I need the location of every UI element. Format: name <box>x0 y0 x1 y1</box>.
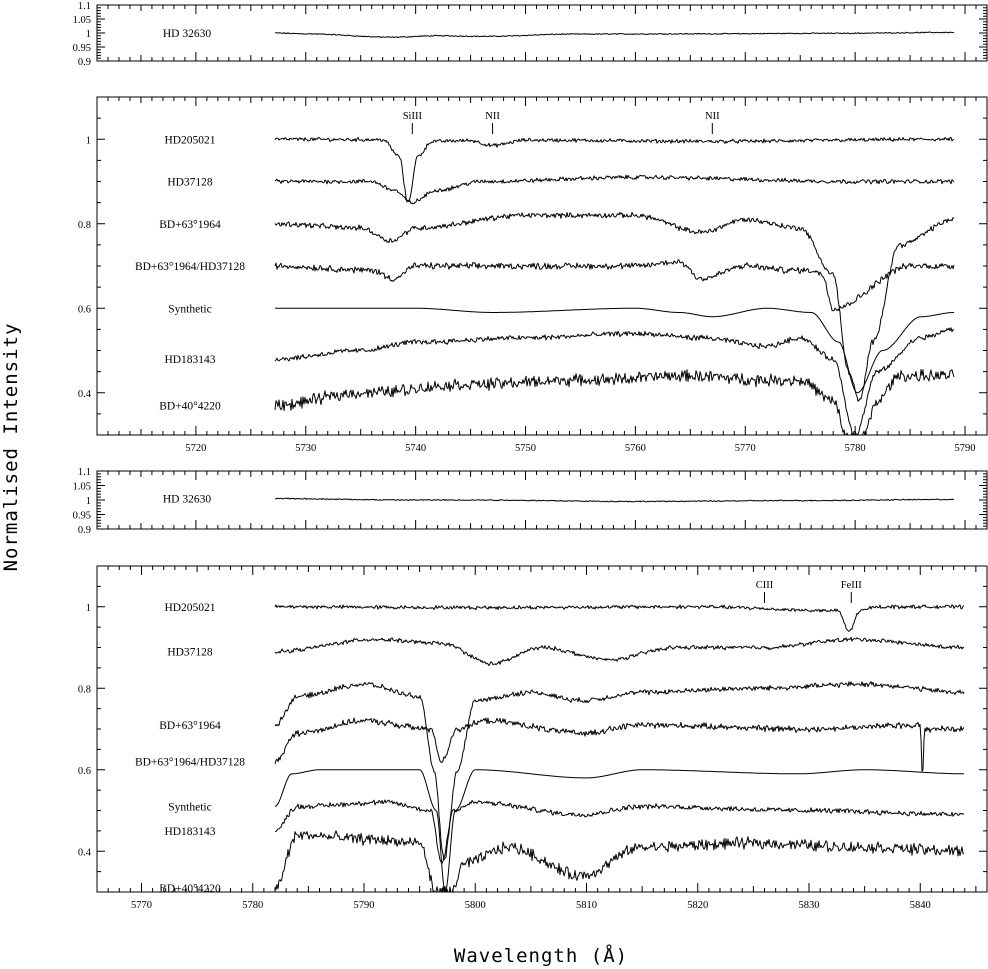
y-tick-label: 0.8 <box>78 684 91 695</box>
x-tick-label: 5790 <box>354 900 375 911</box>
x-tick-label: 5720 <box>185 443 206 454</box>
x-tick-label: 5770 <box>131 900 152 911</box>
spectrum-line <box>274 799 965 864</box>
spectra <box>274 604 965 892</box>
spectrum-line <box>274 259 955 312</box>
series-label: HD205021 <box>164 602 215 614</box>
y-tick-label: 0.6 <box>78 766 91 777</box>
y-tick-label: 1.1 <box>78 467 91 478</box>
series-label: BD+63°1964 <box>159 720 221 732</box>
y-tick-label: 1.1 <box>78 1 91 12</box>
spectrum-line <box>274 327 955 435</box>
y-tick-label: 0.9 <box>78 525 91 536</box>
series-label: BD+40°4220 <box>159 883 221 895</box>
series-label: Synthetic <box>168 303 211 315</box>
x-tick-label: 5770 <box>735 443 756 454</box>
panel-top-reference: 0.9 0.95 1 1.05 1.1 HD 32630 <box>73 1 988 68</box>
spectrum-line <box>274 174 955 205</box>
x-tick-label: 5780 <box>242 900 263 911</box>
spectra <box>274 31 955 38</box>
series-label: BD+63°1964 <box>159 219 221 231</box>
x-tick-label: 5840 <box>910 900 931 911</box>
y-tick-label: 0.8 <box>78 220 91 231</box>
spectrum-line <box>274 636 965 667</box>
x-axis-label: Wavelength (Å) <box>454 944 628 967</box>
y-tick-label: 0.9 <box>78 57 91 68</box>
x-tick-label: 5750 <box>515 443 536 454</box>
y-tick-label: 0.6 <box>78 304 91 315</box>
x-tick-label: 5820 <box>687 900 708 911</box>
panel-lower-main: 5770 5780 5790 5800 5810 5820 5830 5840 0.4 0.6 0.… <box>78 565 988 911</box>
x-tick-label: 5810 <box>576 900 597 911</box>
spectrum-line <box>274 211 955 402</box>
y-tick-label: 1.05 <box>73 482 91 493</box>
x-tick-label: 5760 <box>625 443 646 454</box>
y-tick-label: 1 <box>86 29 91 40</box>
spectra <box>274 497 955 503</box>
series-label: HD183143 <box>164 826 215 838</box>
series-label: HD37128 <box>167 647 213 659</box>
x-tick-label: 5830 <box>799 900 820 911</box>
series-label: BD+40°4220 <box>159 400 221 412</box>
y-tick-label: 0.4 <box>78 389 92 400</box>
panel-middle-reference: 0.9 0.95 1 1.05 1.1 HD 32630 <box>73 467 988 536</box>
series-label: HD183143 <box>164 354 215 366</box>
y-axis-label: Normalised Intensity <box>0 323 22 572</box>
line-id-label: CIII <box>756 580 774 591</box>
spectrum-line <box>274 769 964 892</box>
panel-upper-main: 5720 5730 5740 5750 5760 5770 5780 5790 0.4 0.6 0.… <box>78 96 988 454</box>
series-label: HD 32630 <box>163 494 211 506</box>
series-label: HD37128 <box>167 177 213 189</box>
y-tick-label: 0.4 <box>78 847 92 858</box>
series-label: HD205021 <box>164 134 215 146</box>
series-label: HD 32630 <box>163 28 211 40</box>
x-tick-label: 5780 <box>845 443 866 454</box>
x-tick-label: 5790 <box>955 443 976 454</box>
series-label: Synthetic <box>168 801 211 813</box>
y-tick-label: 1 <box>86 496 91 507</box>
spectra <box>274 136 955 435</box>
y-tick-label: 1 <box>86 603 91 614</box>
line-id-label: SiIII <box>403 111 423 122</box>
line-id-label: NII <box>705 111 720 122</box>
line-id-label: NII <box>485 111 500 122</box>
spectrum-line <box>274 136 955 203</box>
spectrum-line <box>274 497 955 503</box>
line-id-label: FeIII <box>841 580 862 591</box>
spectrum-line <box>274 717 965 772</box>
spectrum-line <box>274 369 955 435</box>
spectrum-line <box>274 31 955 38</box>
plot-frame <box>96 4 988 62</box>
spectrum-line <box>274 681 965 861</box>
spectrum-line <box>275 307 954 394</box>
series-label: BD+63°1964/HD37128 <box>135 757 245 769</box>
series-label: BD+63°1964/HD37128 <box>135 261 245 273</box>
y-tick-label: 1.05 <box>73 15 91 26</box>
x-tick-label: 5800 <box>465 900 486 911</box>
y-tick-label: 0.95 <box>73 43 91 54</box>
spectrum-line <box>274 604 965 632</box>
x-tick-label: 5730 <box>295 443 316 454</box>
spectrum-line <box>274 830 965 892</box>
x-tick-label: 5740 <box>405 443 426 454</box>
y-tick-label: 1 <box>86 135 91 146</box>
y-tick-label: 0.95 <box>73 511 91 522</box>
